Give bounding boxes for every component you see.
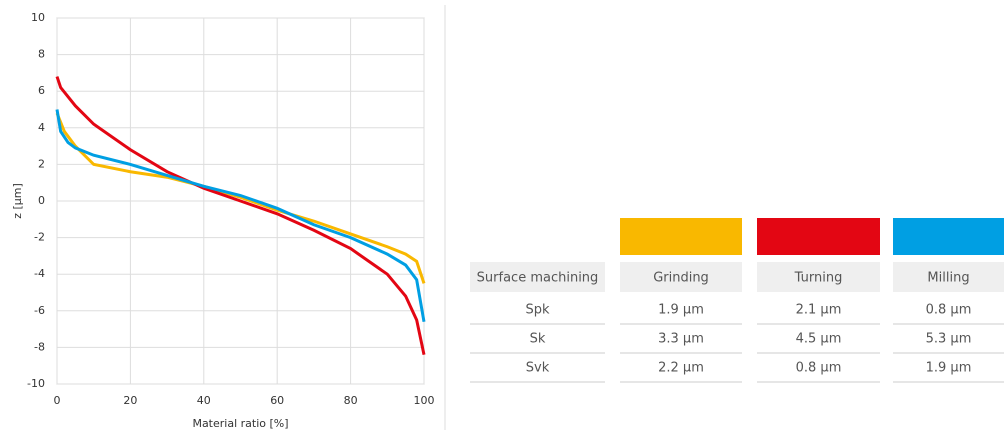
table-cell: 4.5 µm [796, 332, 842, 347]
header-cell [470, 262, 605, 292]
y-tick-label: 10 [31, 11, 45, 24]
y-tick-label: 4 [38, 121, 45, 134]
y-tick-label: 6 [38, 84, 45, 97]
x-tick-label: 0 [54, 394, 61, 407]
line [55, 112, 426, 284]
y-axis-label: z [µm] [11, 183, 24, 219]
table-cell: 0.8 µm [796, 361, 842, 376]
y-tick-label: -4 [34, 267, 45, 280]
column-header: Turning [794, 271, 843, 286]
column-header: Grinding [653, 271, 709, 286]
header-cell [620, 262, 742, 292]
x-tick-label: 60 [270, 394, 284, 407]
row-label: Sk [530, 332, 546, 347]
y-tick-label: 2 [38, 157, 45, 170]
row-label: Spk [525, 303, 550, 318]
header-cell [893, 262, 1004, 292]
header-cell [757, 262, 880, 292]
table-cell: 1.9 µm [926, 361, 972, 376]
table-cell: 2.2 µm [658, 361, 704, 376]
table-cell: 1.9 µm [658, 303, 704, 318]
x-tick-label: 100 [414, 394, 435, 407]
x-axis-label: Material ratio [%] [192, 417, 288, 430]
y-tick-label: 0 [38, 194, 45, 207]
line [55, 76, 426, 356]
table-cell: 0.8 µm [926, 303, 972, 318]
table-cell: 2.1 µm [796, 303, 842, 318]
line [55, 109, 426, 323]
x-tick-label: 20 [123, 394, 137, 407]
row-label: Svk [526, 361, 550, 376]
y-tick-label: 8 [38, 48, 45, 61]
y-tick-label: -10 [27, 377, 45, 390]
table-cell: 5.3 µm [926, 332, 972, 347]
color-swatch [893, 218, 1004, 255]
y-tick-label: -8 [34, 340, 45, 353]
color-swatch [620, 218, 742, 255]
table-cell: 3.3 µm [658, 332, 704, 347]
color-swatch [757, 218, 880, 255]
x-tick-label: 40 [197, 394, 211, 407]
column-header: Surface machining [477, 271, 599, 286]
y-tick-label: -2 [34, 231, 45, 244]
x-tick-label: 80 [344, 394, 358, 407]
column-header: Milling [927, 271, 969, 286]
y-tick-label: -6 [34, 304, 45, 317]
